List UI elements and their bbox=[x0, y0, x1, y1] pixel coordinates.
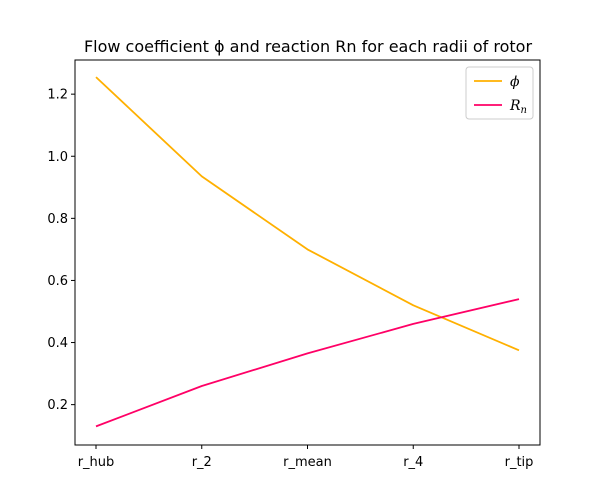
y-axis: 0.2 0.4 0.6 0.8 1.0 1.2 bbox=[47, 88, 75, 413]
chart-title: Flow coefficient ϕ and reaction Rn for e… bbox=[84, 37, 533, 56]
x-axis: r_hub r_2 r_mean r_4 r_tip bbox=[78, 445, 534, 470]
y-tick-label: 1.0 bbox=[47, 150, 68, 165]
y-tick-label: 0.8 bbox=[47, 212, 68, 227]
y-tick-label: 0.2 bbox=[47, 398, 68, 413]
legend: ϕ Rn bbox=[465, 66, 534, 120]
legend-label-rn: Rn bbox=[509, 98, 527, 116]
x-tick-label: r_tip bbox=[505, 455, 534, 470]
legend-label-phi: ϕ bbox=[510, 74, 520, 90]
y-tick-label: 1.2 bbox=[47, 88, 68, 103]
series-lines bbox=[95, 76, 520, 428]
x-tick-label: r_mean bbox=[283, 455, 332, 470]
legend-label-rn-subscript: n bbox=[521, 105, 527, 116]
y-tick-label: 0.6 bbox=[47, 274, 68, 289]
y-tick-label: 0.4 bbox=[47, 336, 68, 351]
x-tick-label: r_2 bbox=[192, 455, 212, 470]
plot-area: 0.2 0.4 0.6 0.8 1.0 1.2 r_hub r_2 r_mean r_4 r_ti… bbox=[47, 59, 541, 470]
legend-label-rn-main: R bbox=[509, 98, 521, 114]
x-tick-label: r_hub bbox=[78, 455, 115, 470]
legend-box bbox=[465, 66, 534, 120]
x-tick-label: r_4 bbox=[403, 455, 423, 470]
